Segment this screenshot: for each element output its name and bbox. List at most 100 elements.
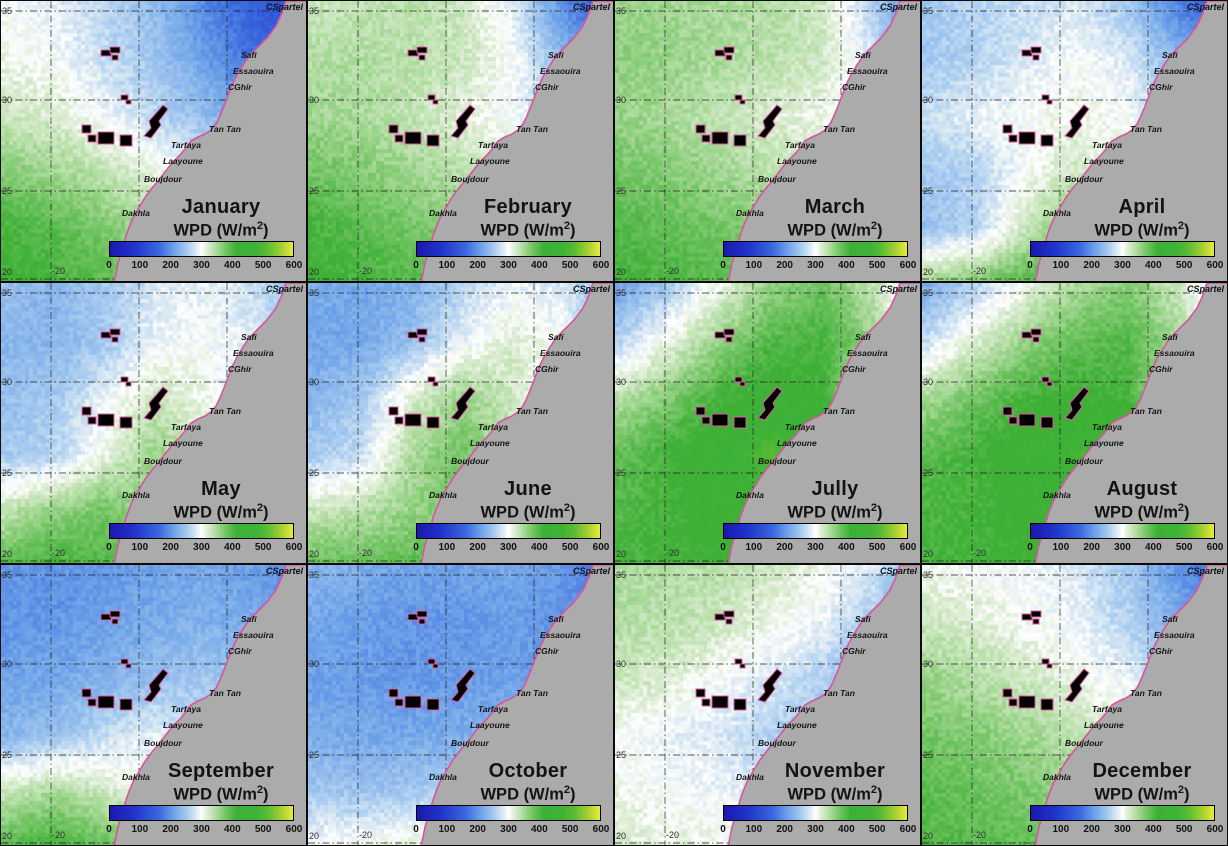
colorbar-tick-label: 300 — [1114, 824, 1131, 835]
madeira-island — [725, 54, 733, 61]
wpd-label-close: ) — [877, 785, 883, 804]
colorbar-tick-label: 400 — [223, 542, 241, 553]
city-label-tarfaya: Tarfaya — [1092, 140, 1122, 150]
city-label-cghir: CGhir — [535, 646, 559, 656]
city-label-essaouira: Essaouira — [540, 630, 581, 640]
colorbar-tick-label: 100 — [131, 260, 149, 271]
colorbar-tick-label: 0 — [106, 260, 112, 271]
map-panel-3: CSpartel March WPD (W/m2) 35 30 25 20 -20 Saf… — [614, 0, 921, 282]
latitude-label: 20 — [2, 267, 13, 277]
canary-island — [733, 698, 747, 711]
latitude-label: 25 — [616, 468, 627, 478]
city-label-safi: Safi — [548, 614, 564, 624]
city-label-dakhla: Dakhla — [736, 208, 764, 218]
wpd-units-label: WPD (W/m2) — [121, 220, 306, 241]
wpd-label-superscript: 2 — [870, 220, 878, 232]
wpd-label-text: WPD (W/m — [787, 221, 871, 240]
city-label-cghir: CGhir — [228, 646, 252, 656]
islands — [695, 46, 783, 147]
city-label-dakhla: Dakhla — [122, 490, 150, 500]
map-panel-1: CSpartel January WPD (W/m2) 35 30 25 20 -20 S… — [0, 0, 307, 282]
madeira-island — [416, 46, 428, 54]
city-label-laayoune: Laayoune — [1084, 438, 1124, 448]
small-island — [427, 376, 436, 383]
canary-island — [394, 416, 404, 425]
colorbar-tick-label: 300 — [500, 824, 517, 835]
city-label-tan-tan: Tan Tan — [209, 406, 241, 416]
colorbar-tick-label: 600 — [1206, 824, 1224, 835]
city-label-safi: Safi — [855, 50, 871, 60]
colorbar-tick-label: 500 — [1175, 260, 1193, 271]
city-label-dakhla: Dakhla — [429, 772, 457, 782]
islands — [388, 46, 476, 147]
wpd-label-superscript: 2 — [256, 502, 264, 514]
city-label-tarfaya: Tarfaya — [1092, 704, 1122, 714]
canary-island — [394, 698, 404, 707]
islands — [695, 610, 783, 711]
city-label-boujdour: Boujdour — [1065, 456, 1103, 466]
map-overlay — [308, 1, 613, 281]
panel-month-title: June — [504, 478, 552, 500]
wpd-label-close: ) — [570, 503, 576, 522]
colorbar-tick-label: 400 — [837, 824, 855, 835]
colorbar-tick-label: 400 — [223, 260, 241, 271]
madeira-island — [1032, 336, 1040, 343]
city-label-dakhla: Dakhla — [429, 208, 457, 218]
colorbar-tick-label: 0 — [413, 260, 419, 271]
city-label-tarfaya: Tarfaya — [785, 140, 815, 150]
latitude-label: 25 — [923, 186, 934, 196]
canary-island — [695, 124, 706, 134]
panel-month-title: October — [488, 760, 568, 782]
longitude-label: -20 — [52, 266, 66, 276]
colorbar-tick-label: 0 — [1027, 542, 1033, 553]
latitude-label: 30 — [616, 659, 627, 669]
latitude-label: 20 — [616, 267, 627, 277]
small-island — [125, 381, 132, 387]
colorbar-tick-label: 300 — [193, 260, 210, 271]
canary-island — [757, 104, 783, 139]
city-label-safi: Safi — [548, 50, 564, 60]
madeira-island — [1030, 328, 1042, 336]
colorbar-tick-label: 500 — [561, 542, 579, 553]
small-island — [120, 94, 129, 101]
city-label-tarfaya: Tarfaya — [171, 140, 201, 150]
colorbar-tick-label: 200 — [162, 260, 179, 271]
cape-spartel-label: CSpartel — [265, 2, 303, 12]
madeira-island — [723, 328, 735, 336]
colorbar-tick-label: 200 — [1083, 542, 1100, 553]
madeira-island — [418, 336, 426, 343]
small-island — [1041, 94, 1050, 101]
canary-island — [1018, 131, 1036, 145]
latitude-label: 35 — [309, 6, 320, 16]
canary-island — [1040, 416, 1054, 429]
canary-island — [81, 124, 92, 134]
canary-island — [733, 134, 747, 147]
latitude-label: 30 — [616, 95, 627, 105]
colorbar-tick-label: 600 — [285, 824, 303, 835]
latitude-label: 20 — [616, 549, 627, 559]
colorbar-tick-label: 400 — [837, 260, 855, 271]
city-label-tan-tan: Tan Tan — [1130, 688, 1162, 698]
city-label-essaouira: Essaouira — [233, 348, 274, 358]
colorbar-tick-label: 500 — [1175, 824, 1193, 835]
latitude-label: 35 — [923, 570, 934, 580]
map-overlay — [922, 283, 1227, 563]
wpd-label-superscript: 2 — [563, 220, 571, 232]
panel-month-title: November — [784, 760, 886, 782]
latitude-label: 20 — [923, 549, 934, 559]
colorbar-tick-label: 400 — [1144, 542, 1162, 553]
city-label-essaouira: Essaouira — [1154, 630, 1195, 640]
wpd-label-text: WPD (W/m — [1094, 503, 1178, 522]
colorbar-tick-label: 200 — [776, 542, 793, 553]
wpd-label-close: ) — [263, 503, 269, 522]
cape-spartel-label: CSpartel — [879, 2, 917, 12]
colorbar — [416, 805, 601, 821]
canary-island — [143, 104, 169, 139]
colorbar-tick-label: 200 — [1083, 824, 1100, 835]
map-panel-12: CSpartel December WPD (W/m2) 35 30 25 20 -20… — [921, 564, 1228, 846]
city-label-tarfaya: Tarfaya — [171, 422, 201, 432]
islands — [81, 46, 169, 147]
small-island — [1041, 376, 1050, 383]
map-overlay — [308, 565, 613, 845]
